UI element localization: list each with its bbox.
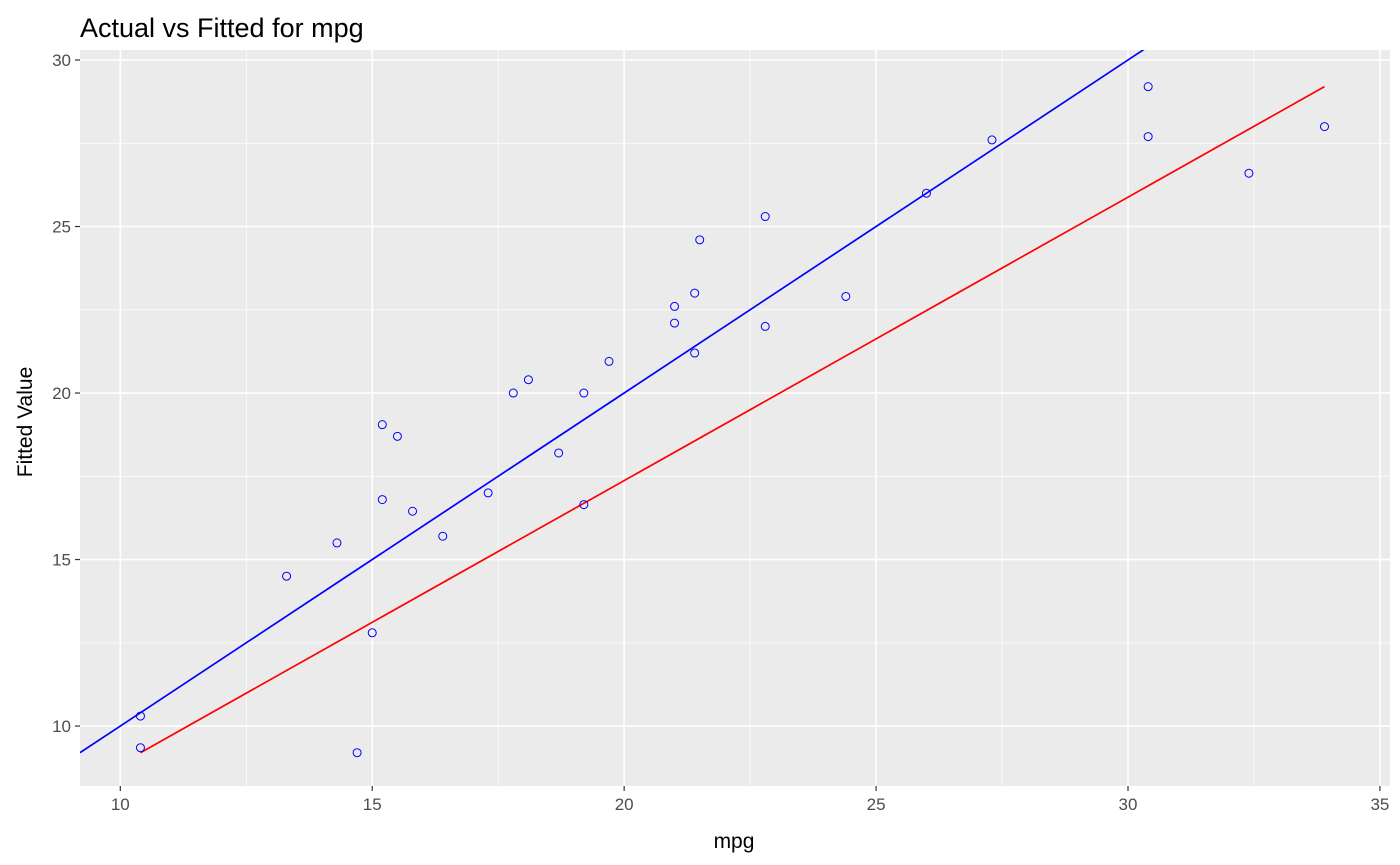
y-tick-label: 30	[52, 51, 71, 70]
data-point	[1143, 82, 1153, 92]
y-axis: 10 15 20 25 30	[52, 51, 80, 736]
data-point	[690, 288, 700, 298]
data-point	[282, 571, 292, 581]
data-point	[987, 135, 997, 145]
data-points	[135, 82, 1329, 758]
data-point	[1320, 122, 1329, 132]
x-axis: 10 15 20 25 30 35	[111, 786, 1389, 814]
data-point	[760, 321, 770, 331]
data-point	[352, 748, 362, 758]
data-point	[367, 628, 377, 638]
y-tick-label: 10	[52, 717, 71, 736]
identity-line	[80, 50, 1145, 754]
data-point	[438, 531, 448, 541]
data-point	[670, 301, 680, 311]
regression-line	[140, 85, 1325, 754]
y-tick-label: 20	[52, 384, 71, 403]
data-point	[921, 188, 931, 198]
data-point	[408, 506, 418, 516]
x-tick-label: 20	[615, 795, 634, 814]
chart-title: Actual vs Fitted for mpg	[80, 13, 364, 43]
data-point	[670, 318, 680, 328]
y-tick-label: 25	[52, 218, 71, 237]
data-point	[523, 375, 533, 385]
data-point	[1143, 132, 1153, 142]
data-point	[332, 538, 342, 548]
data-point	[1244, 168, 1254, 178]
data-point	[690, 348, 700, 358]
major-gridlines	[80, 50, 1390, 786]
fit-lines	[80, 50, 1325, 754]
data-point	[135, 711, 145, 721]
data-point	[377, 495, 387, 505]
x-tick-label: 15	[363, 795, 382, 814]
data-point	[508, 388, 518, 398]
data-point	[604, 356, 614, 366]
data-point	[377, 420, 387, 430]
data-point	[579, 500, 589, 510]
data-point	[841, 291, 851, 301]
data-point	[135, 743, 145, 753]
data-point	[760, 212, 770, 222]
minor-gridlines	[80, 50, 1390, 786]
x-tick-label: 35	[1370, 795, 1389, 814]
x-tick-label: 30	[1119, 795, 1138, 814]
x-tick-label: 25	[867, 795, 886, 814]
data-point	[483, 488, 493, 498]
y-axis-title: Fitted Value	[14, 367, 37, 478]
data-point	[554, 448, 564, 458]
data-point	[695, 235, 705, 245]
x-axis-title: mpg	[714, 830, 755, 853]
y-tick-label: 15	[52, 551, 71, 570]
data-point	[392, 431, 402, 441]
data-point	[579, 388, 589, 398]
x-tick-label: 10	[111, 795, 130, 814]
